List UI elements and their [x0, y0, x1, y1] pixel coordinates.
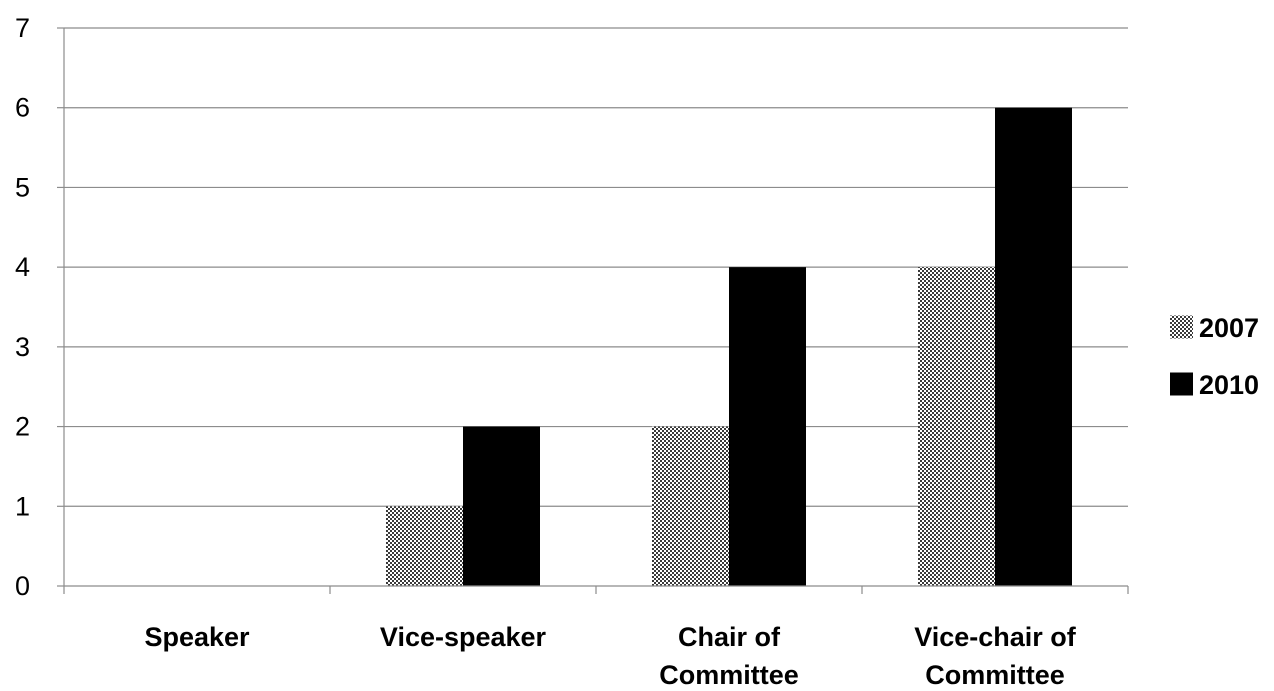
- bar-2010-2: [729, 267, 806, 586]
- y-tick-label: 5: [15, 172, 30, 202]
- bars: [386, 107, 1072, 586]
- y-axis-ticks: 0 1 2 3 4 5 6 7: [15, 13, 30, 601]
- category-label: Committee: [925, 660, 1065, 690]
- category-label: Committee: [659, 660, 799, 690]
- legend: 2007 2010: [1170, 313, 1259, 400]
- y-tick-label: 2: [15, 412, 30, 442]
- bar-2007-3: [918, 267, 995, 586]
- bar-2010-1: [463, 426, 540, 586]
- legend-label-2010: 2010: [1199, 370, 1259, 400]
- bar-2010-3: [995, 107, 1072, 586]
- category-label: Vice-speaker: [380, 622, 547, 652]
- category-label: Speaker: [144, 622, 250, 652]
- legend-swatch-2007: [1170, 315, 1193, 339]
- y-tick-label: 6: [15, 93, 30, 123]
- y-tick-label: 1: [15, 491, 30, 521]
- x-axis-categories: Speaker Vice-speaker Chair of Committee Vice…: [144, 622, 1076, 690]
- category-label: Chair of: [678, 622, 781, 652]
- y-tick-label: 0: [15, 571, 30, 601]
- legend-label-2007: 2007: [1199, 313, 1259, 343]
- legend-swatch-2010: [1170, 372, 1193, 396]
- axes: [57, 27, 1129, 594]
- bar-2007-1: [386, 506, 463, 586]
- category-label: Vice-chair of: [914, 622, 1077, 652]
- bar-2007-2: [652, 426, 729, 586]
- gridlines: [64, 27, 1128, 507]
- y-tick-label: 7: [15, 13, 30, 43]
- y-tick-label: 4: [15, 252, 30, 282]
- y-tick-label: 3: [15, 332, 30, 362]
